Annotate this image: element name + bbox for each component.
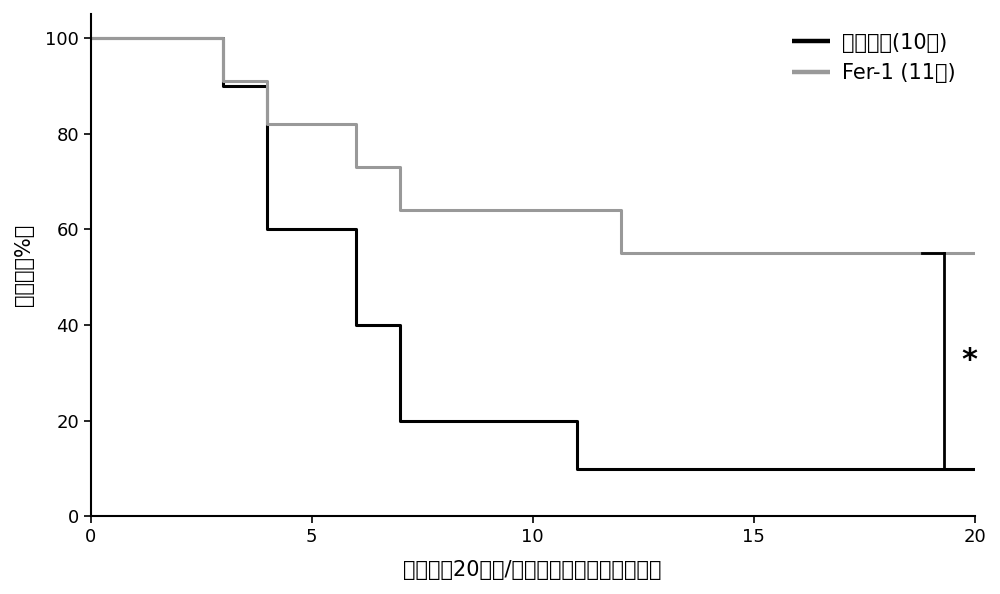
Fer-1 (11只) [217, 77, 229, 84]
Text: *: * [961, 346, 977, 375]
Fer-1 (11只) [394, 207, 406, 214]
Fer-1 (11只) [261, 77, 273, 84]
Fer-1 (11只) [350, 163, 362, 170]
Fer-1 (11只) [217, 34, 229, 42]
生理盐水(10只) [571, 417, 583, 424]
生理盐水(10只) [217, 82, 229, 89]
Fer-1 (11只) [394, 163, 406, 170]
Fer-1 (11只) [261, 121, 273, 128]
Fer-1 (11只) [615, 249, 627, 257]
Fer-1 (11只) [85, 34, 97, 42]
Fer-1 (11只) [969, 249, 981, 257]
Y-axis label: 存活率（%）: 存活率（%） [14, 224, 34, 307]
生理盐水(10只) [261, 226, 273, 233]
生理盐水(10只) [969, 465, 981, 472]
Legend: 生理盐水(10只), Fer-1 (11只): 生理盐水(10只), Fer-1 (11只) [784, 24, 964, 91]
生理盐水(10只) [394, 321, 406, 328]
Fer-1 (11只) [350, 121, 362, 128]
生理盐水(10只) [217, 34, 229, 42]
Line: 生理盐水(10只): 生理盐水(10只) [91, 38, 975, 469]
生理盐水(10只) [394, 417, 406, 424]
生理盐水(10只) [261, 82, 273, 89]
Fer-1 (11只) [615, 207, 627, 214]
Line: Fer-1 (11只): Fer-1 (11只) [91, 38, 975, 253]
生理盐水(10只) [350, 321, 362, 328]
X-axis label: 阿霊素（20毫克/公斤体重）腹腔注射后天数: 阿霊素（20毫克/公斤体重）腹腔注射后天数 [403, 560, 662, 580]
生理盐水(10只) [571, 465, 583, 472]
生理盐水(10只) [85, 34, 97, 42]
生理盐水(10只) [350, 226, 362, 233]
